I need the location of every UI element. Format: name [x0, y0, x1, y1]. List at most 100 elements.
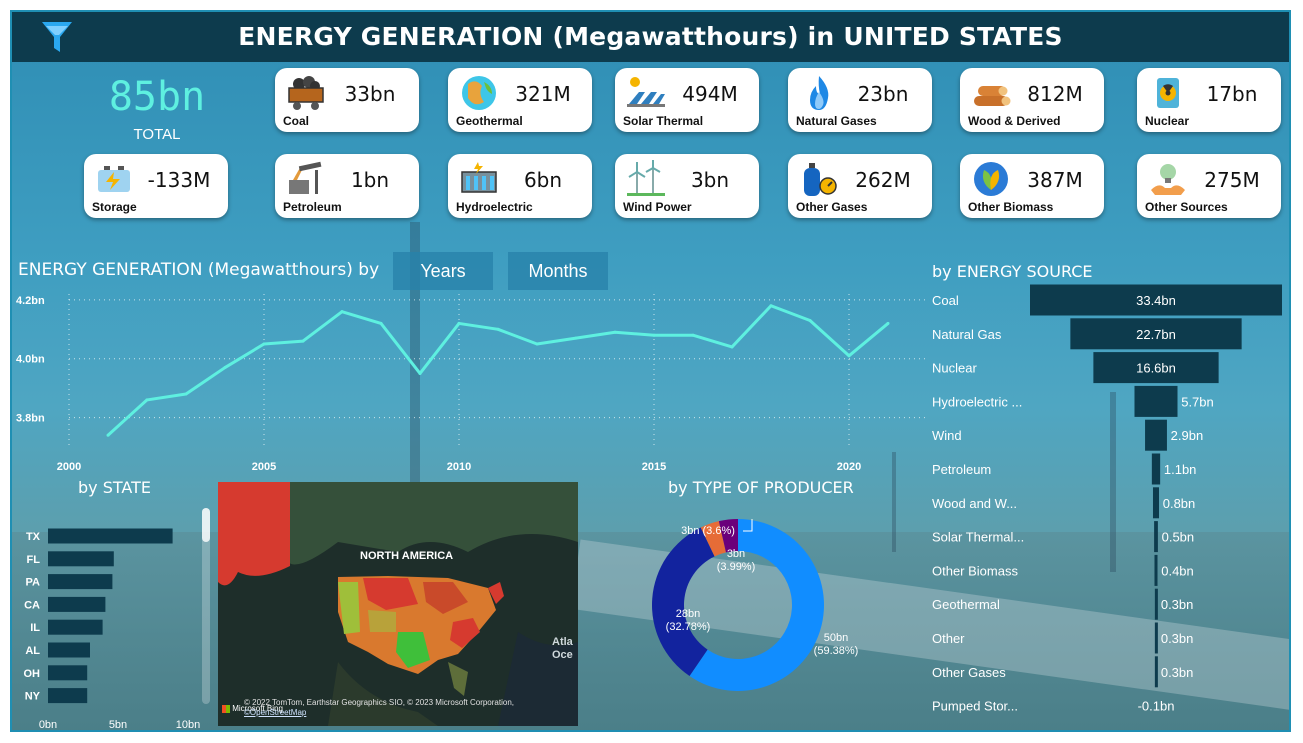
state-scrollbar-thumb[interactable]	[202, 508, 210, 542]
coal-cart-icon	[288, 76, 324, 110]
state-bar	[48, 642, 90, 658]
toggle-years-button[interactable]: Years	[393, 252, 493, 290]
data-point	[769, 304, 773, 308]
card-natural-gases[interactable]: 23bn Natural Gases	[788, 68, 932, 132]
data-point	[457, 321, 461, 325]
state-x-tick-label: 0bn	[39, 719, 57, 731]
source-category-label: Wind	[932, 428, 962, 443]
data-point	[730, 345, 734, 349]
card-value: 1bn	[350, 168, 390, 192]
turbine-tower-decor	[1110, 392, 1116, 572]
filter-icon[interactable]	[38, 18, 76, 56]
x-tick-label: 2020	[837, 461, 861, 473]
state-x-tick-label: 5bn	[109, 719, 127, 731]
map-bing-logo: Microsoft Bing	[222, 704, 283, 713]
state-category-label: FL	[27, 554, 41, 566]
card-label: Hydroelectric	[456, 200, 533, 214]
card-label: Wood & Derived	[968, 114, 1061, 128]
card-other-gases[interactable]: 262M Other Gases	[788, 154, 932, 218]
source-category-label: Other	[932, 631, 965, 646]
state-x-tick-label: 10bn	[176, 719, 200, 731]
card-wind-power[interactable]: 3bn Wind Power	[615, 154, 759, 218]
source-value-label: 2.9bn	[1171, 428, 1204, 443]
source-category-label: Hydroelectric ...	[932, 394, 1022, 409]
source-value-label: 33.4bn	[1136, 293, 1176, 308]
line-chart-title: ENERGY GENERATION (Megawatthours) by	[18, 260, 380, 280]
card-label: Solar Thermal	[623, 114, 704, 128]
data-point	[886, 321, 890, 325]
oil-pump-icon	[289, 161, 322, 194]
data-point	[496, 327, 500, 331]
total-label: TOTAL	[133, 126, 181, 143]
source-value-label: 0.4bn	[1161, 563, 1194, 578]
card-other-biomass[interactable]: 387M Other Biomass	[960, 154, 1104, 218]
source-bar	[1030, 284, 1282, 316]
data-point	[379, 321, 383, 325]
state-category-label: OH	[24, 668, 41, 680]
source-category-label: Other Gases	[932, 665, 1006, 680]
card-label: Nuclear	[1145, 114, 1190, 128]
y-tick-label: 4.0bn	[16, 354, 45, 366]
donut-slice	[652, 527, 715, 677]
card-value: 812M	[1027, 82, 1083, 106]
state-map[interactable]: NORTH AMERICA Atla Oce Microsoft Bing © 2…	[218, 482, 578, 726]
card-other-sources[interactable]: 275M Other Sources	[1137, 154, 1281, 218]
source-category-label: Other Biomass	[932, 563, 1018, 578]
source-value-label: 5.7bn	[1181, 394, 1214, 409]
card-hydroelectric[interactable]: 6bn Hydroelectric	[448, 154, 592, 218]
card-petroleum[interactable]: 1bn Petroleum	[275, 154, 419, 218]
donut-leader-line	[743, 519, 753, 532]
line-chart: 3.8bn 4.0bn 4.2bn 2000 2005 2010 2015 2020	[16, 294, 927, 473]
data-point	[535, 342, 539, 346]
page-title: ENERGY GENERATION (Megawatthours) in UNI…	[238, 22, 1063, 51]
state-bar	[48, 688, 88, 704]
source-value-label: 0.3bn	[1161, 665, 1194, 680]
data-point	[691, 333, 695, 337]
toggle-months-button[interactable]: Months	[508, 252, 608, 290]
card-wood-derived[interactable]: 812M Wood & Derived	[960, 68, 1104, 132]
card-geothermal[interactable]: 321M Geothermal	[448, 68, 592, 132]
source-category-label: Petroleum	[932, 462, 991, 477]
source-category-label: Natural Gas	[932, 327, 1002, 342]
card-nuclear[interactable]: 17bn Nuclear	[1137, 68, 1281, 132]
state-category-label: AL	[25, 645, 40, 657]
source-category-label: Nuclear	[932, 361, 977, 376]
gas-cylinder-icon	[804, 163, 837, 196]
state-category-label: IL	[30, 622, 40, 634]
dashboard-frame: ENERGY GENERATION (Megawatthours) in UNI…	[10, 10, 1291, 732]
data-point	[808, 318, 812, 322]
total-value: 85bn	[108, 74, 206, 120]
card-value: 321M	[515, 82, 571, 106]
producer-donut-chart: 50bn(59.38%) 28bn(32.78%) 3bn(3.99%) 3bn (3…	[652, 519, 859, 691]
card-storage[interactable]: -133M Storage	[84, 154, 228, 218]
data-point	[574, 336, 578, 340]
turbine-tower-decor	[892, 452, 896, 552]
state-bar-chart: TX FL PA CA IL AL OH NY 0bn 5bn 10bn	[24, 528, 200, 731]
source-value-label: -0.1bn	[1138, 699, 1175, 714]
state-chart-title: by STATE	[78, 478, 151, 497]
source-bar	[1093, 352, 1219, 384]
source-bar	[1070, 318, 1242, 350]
state-scrollbar[interactable]	[202, 508, 210, 704]
card-value: 275M	[1204, 168, 1260, 192]
card-value: 387M	[1027, 168, 1083, 192]
card-value: 33bn	[344, 82, 396, 106]
card-coal[interactable]: 33bn Coal	[275, 68, 419, 132]
source-bar	[1145, 419, 1167, 451]
state-bar	[48, 665, 88, 681]
source-category-label: Wood and W...	[932, 496, 1017, 511]
donut-label-0: (59.38%)	[814, 645, 859, 657]
source-value-label: 1.1bn	[1164, 462, 1197, 477]
map-osm-link[interactable]: ©OpenStreetMap	[244, 708, 307, 717]
card-value: 23bn	[857, 82, 909, 106]
battery-icon	[98, 166, 130, 192]
lightbulb-icon	[1151, 164, 1185, 195]
source-bar	[1151, 453, 1161, 485]
donut-slice	[700, 521, 726, 557]
source-category-label: Coal	[932, 293, 959, 308]
map-ocean-label: Atla Oce	[552, 636, 573, 661]
x-tick-label: 2010	[447, 461, 471, 473]
x-tick-label: 2005	[252, 461, 276, 473]
data-point	[847, 354, 851, 358]
card-solar-thermal[interactable]: 494M Solar Thermal	[615, 68, 759, 132]
